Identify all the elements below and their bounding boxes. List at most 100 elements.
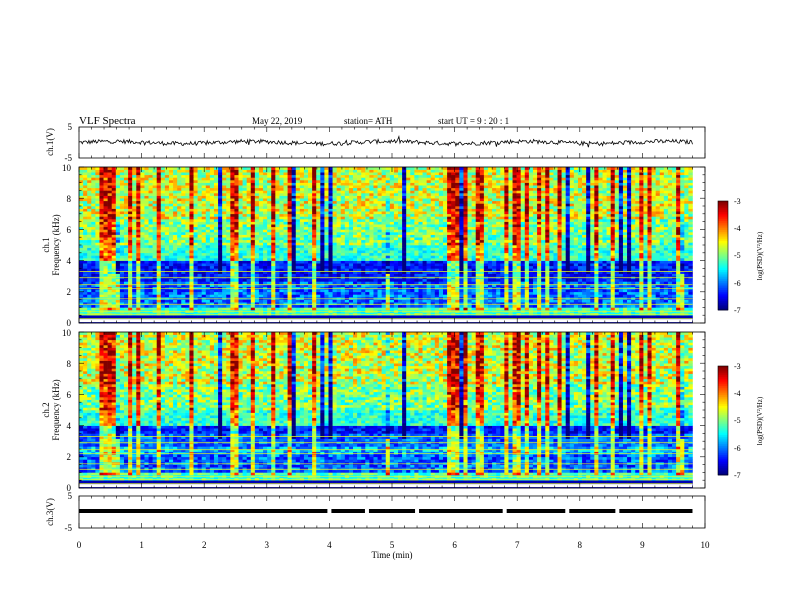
spectrogram-cell <box>410 263 415 267</box>
spectrogram-cell <box>496 315 501 319</box>
spectrogram-cell <box>639 268 644 272</box>
spectrogram-cell <box>185 286 190 290</box>
spectrogram-cell <box>492 242 497 246</box>
spectrogram-cell <box>577 250 583 254</box>
spectrogram-cell <box>430 263 436 267</box>
spectrogram-cell <box>561 302 566 306</box>
spectrogram-cell <box>573 260 579 264</box>
spectrogram-cell <box>99 291 104 295</box>
spectrogram-cell <box>516 260 522 264</box>
spectrogram-cell <box>471 278 477 282</box>
spectrogram-cell <box>271 307 276 311</box>
spectrogram-cell <box>561 263 566 267</box>
spectrogram-cell <box>123 281 129 285</box>
spectrogram-cell <box>672 307 677 311</box>
spectrogram-cell <box>402 297 407 300</box>
spectrogram-cell <box>667 278 673 282</box>
spectrogram-cell <box>144 281 149 285</box>
spectrogram-cell <box>144 294 149 298</box>
spectrogram-cell <box>226 273 231 277</box>
spectrogram-cell <box>414 247 419 251</box>
spectrogram-cell <box>655 312 661 316</box>
spectrogram-cell <box>209 273 215 277</box>
spectrogram-cell <box>156 237 162 241</box>
spectrogram-cell <box>83 265 88 269</box>
spectrogram-cell <box>622 250 628 254</box>
spectrogram-cell <box>516 247 522 251</box>
spectrogram-cell <box>181 245 186 248</box>
spectrogram-cell <box>557 247 562 251</box>
spectrogram-cell <box>316 242 321 246</box>
spectrogram-cell <box>471 252 477 256</box>
spectrogram-cell <box>406 255 411 259</box>
spectrogram-cell <box>299 237 305 241</box>
spectrogram-cell <box>201 245 207 248</box>
spectrogram-cell <box>434 291 440 295</box>
spectrogram-cell <box>173 268 178 272</box>
spectrogram-cell <box>393 252 399 256</box>
spectrogram-cell <box>332 260 337 264</box>
spectrogram-cell <box>115 252 121 256</box>
spectrogram-cell <box>549 291 554 295</box>
spectrogram-cell <box>222 237 227 241</box>
spectrogram-cell <box>500 294 505 298</box>
spectrogram-cell <box>618 273 624 277</box>
spectrogram-cell <box>144 260 149 264</box>
spectrogram-cell <box>622 247 628 251</box>
spectrogram-cell <box>189 278 194 282</box>
spectrogram-cell <box>213 242 219 246</box>
spectrogram-cell <box>467 304 472 308</box>
spectrogram-cell <box>586 239 591 243</box>
spectrogram-cell <box>528 291 534 295</box>
spectrogram-cell <box>246 284 252 287</box>
spectrogram-cell <box>684 250 689 254</box>
spectrogram-cell <box>369 273 374 277</box>
spectrogram-cell <box>308 245 313 248</box>
spectrogram-cell <box>496 284 501 287</box>
spectrogram-cell <box>553 294 558 298</box>
spectrogram-cell <box>275 304 280 308</box>
spectrogram-cell <box>684 239 689 243</box>
spectrogram-cell <box>438 278 444 282</box>
ch1-spectrogram-image <box>79 167 693 324</box>
spectrogram-cell <box>500 260 505 264</box>
spectrogram-cell <box>312 258 317 261</box>
spectrogram-cell <box>573 294 579 298</box>
spectrogram-cell <box>91 302 96 306</box>
spectrogram-cell <box>516 255 522 259</box>
spectrogram-cell <box>524 258 530 261</box>
spectrogram-cell <box>532 302 538 306</box>
spectrogram-cell <box>573 315 579 319</box>
spectrogram-cell <box>189 271 194 274</box>
spectrogram-cell <box>586 255 591 259</box>
spectrogram-cell <box>316 273 321 277</box>
spectrogram-cell <box>557 273 562 277</box>
spectrogram-cell <box>610 307 616 311</box>
spectrogram-cell <box>103 242 108 246</box>
spectrogram-cell <box>238 250 243 254</box>
spectrogram-cell <box>218 281 223 285</box>
spectrogram-cell <box>291 281 297 285</box>
spectrogram-cell <box>500 247 505 251</box>
spectrogram-cell <box>672 289 677 293</box>
spectrogram-cell <box>79 265 84 269</box>
spectrogram-cell <box>332 307 337 311</box>
spectrogram-cell <box>246 291 252 295</box>
spectrogram-cell <box>569 304 575 308</box>
spectrogram-cell <box>238 278 243 282</box>
spectrogram-cell <box>688 271 693 274</box>
spectrogram-cell <box>553 255 558 259</box>
spectrogram-cell <box>373 278 378 282</box>
spectrogram-cell <box>569 297 575 300</box>
spectrogram-cell <box>79 281 84 285</box>
spectrogram-cell <box>209 252 215 256</box>
spectrogram-cell <box>389 239 395 243</box>
spectrogram-cell <box>622 315 628 319</box>
spectrogram-cell <box>582 242 587 246</box>
spectrogram-cell <box>586 286 591 290</box>
spectrogram-cell <box>434 307 440 311</box>
spectrogram-cell <box>353 263 358 267</box>
spectrogram-cell <box>226 252 231 256</box>
spectrogram-cell <box>107 315 113 319</box>
spectrogram-cell <box>123 289 129 293</box>
